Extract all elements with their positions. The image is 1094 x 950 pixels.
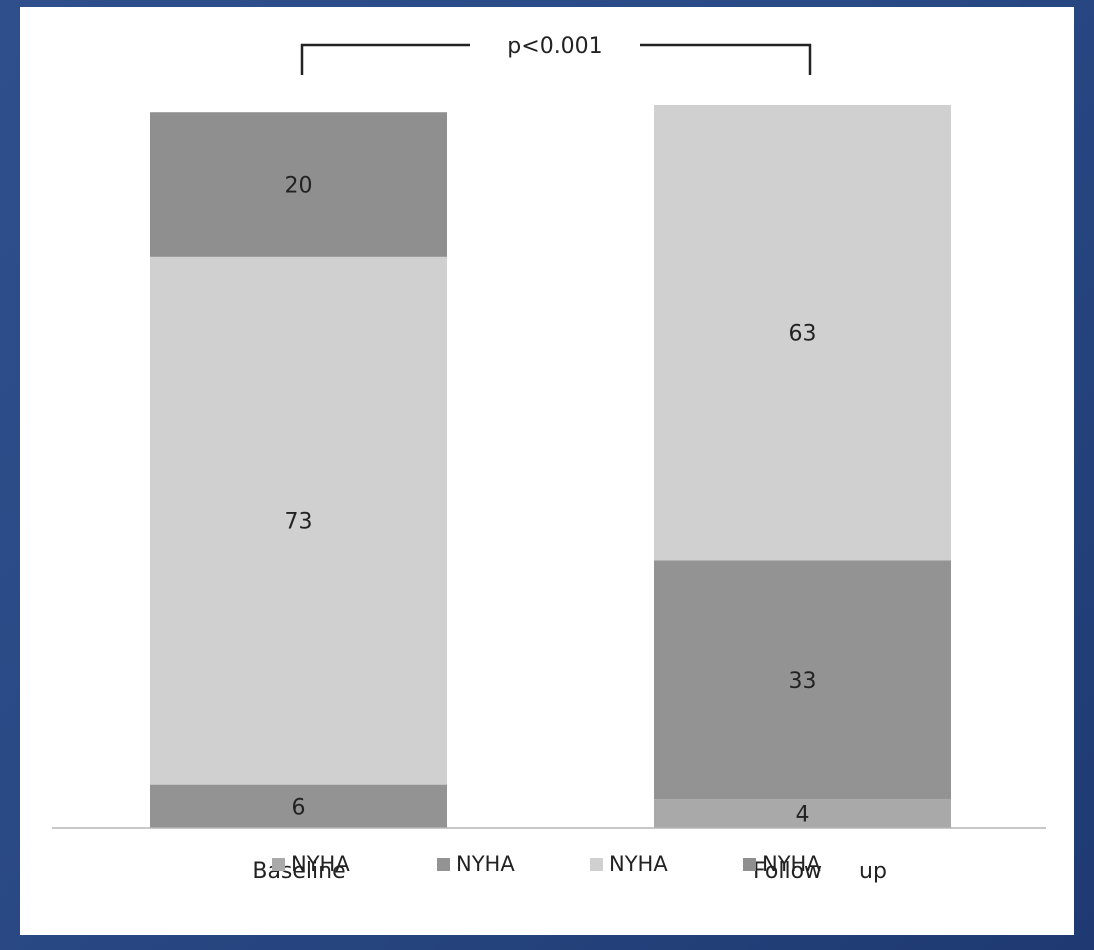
data-label-baseline-segment-4: 20 — [285, 174, 313, 199]
legend-label-2: NYHA — [456, 852, 515, 876]
legend-swatch-2 — [437, 857, 450, 871]
bracket-left — [300, 43, 470, 75]
legend-label-1: NYHA — [291, 852, 350, 876]
data-label-follow-up-segment-3: 63 — [789, 322, 817, 347]
bar-follow-up-segment-1 — [654, 799, 951, 828]
legend-swatch-4 — [743, 857, 756, 871]
bar-follow-up-segment-3 — [654, 105, 951, 561]
bars-layer: 6 73 20 4 33 63 — [150, 105, 951, 828]
legend-swatch-1 — [272, 857, 285, 871]
legend-swatch-3 — [590, 857, 603, 871]
bar-follow-up-segment-2 — [654, 560, 951, 800]
data-label-follow-up-segment-2: 33 — [789, 669, 817, 694]
data-label-baseline-segment-2: 6 — [292, 795, 306, 820]
legend-item-1: NYHA — [272, 852, 350, 876]
legend-label-3: NYHA — [609, 852, 668, 876]
category-label-baseline: Baseline — [252, 859, 345, 884]
legend-label-4: NYHA — [762, 852, 821, 876]
data-label-baseline-segment-3: 73 — [285, 510, 313, 535]
category-labels: Baseline Follow up — [252, 859, 887, 884]
legend-item-4: NYHA — [743, 852, 821, 876]
bar-baseline-segment-3 — [150, 256, 447, 785]
bar-baseline-segment-2 — [150, 784, 447, 828]
data-label-follow-up-segment-1: 4 — [796, 803, 810, 828]
bar-baseline-segment-4 — [150, 112, 447, 257]
significance-bracket: p<0.001 — [300, 34, 812, 75]
p-value-annotation: p<0.001 — [507, 34, 602, 59]
bracket-right — [640, 43, 812, 75]
legend-item-3: NYHA — [590, 852, 668, 876]
category-label-follow-up: Follow up — [753, 859, 887, 884]
legend-item-2: NYHA — [437, 852, 515, 876]
